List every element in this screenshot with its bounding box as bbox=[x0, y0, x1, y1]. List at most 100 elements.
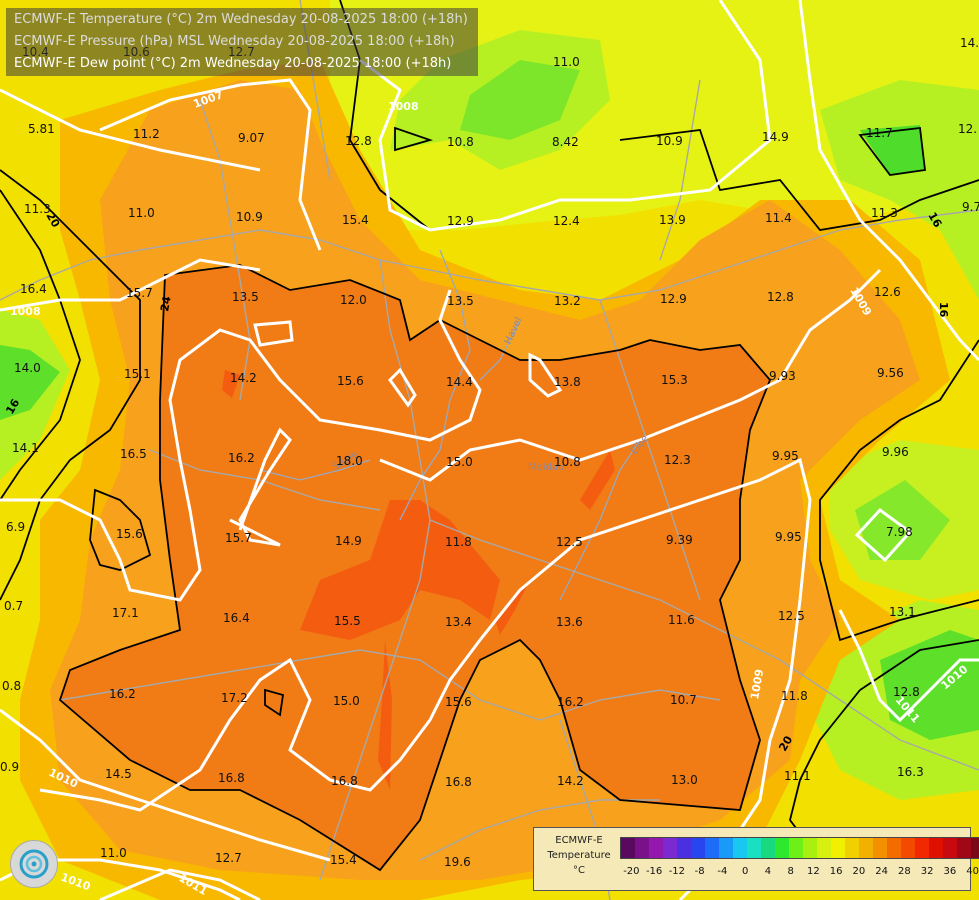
dew-point-value: 19.6 bbox=[444, 855, 471, 869]
legend-swatch bbox=[887, 838, 901, 858]
dew-point-value: 9.95 bbox=[772, 449, 799, 463]
dew-point-value: 16.2 bbox=[109, 687, 136, 701]
temp-zone-28-30-c bbox=[495, 580, 530, 635]
isobar-1008-b bbox=[0, 258, 261, 312]
dew-point-value: 12.8 bbox=[893, 685, 920, 699]
legend-swatch bbox=[859, 838, 873, 858]
legend-tick-label: -20 bbox=[623, 866, 640, 877]
isotherm-20-se bbox=[789, 639, 979, 861]
dew-point-value: 15.7 bbox=[225, 531, 252, 545]
dew-point-value: 13.4 bbox=[445, 615, 472, 629]
legend-swatch bbox=[649, 838, 663, 858]
legend-swatch bbox=[621, 838, 635, 858]
dew-point-value: 16.3 bbox=[897, 765, 924, 779]
dew-point-value: 7.98 bbox=[886, 525, 913, 539]
legend-tick-label: -4 bbox=[717, 866, 728, 877]
legend-title-line: Temperature bbox=[547, 850, 611, 861]
legend-swatch bbox=[691, 838, 705, 858]
legend-swatch bbox=[719, 838, 733, 858]
legend-swatch bbox=[789, 838, 803, 858]
dew-point-value: 11.0 bbox=[128, 206, 155, 220]
temp-zone-green-east-inner bbox=[855, 480, 950, 560]
legend-tick-label: 16 bbox=[829, 866, 843, 877]
dew-point-value: 15.6 bbox=[445, 695, 472, 709]
legend-tick-label: 0 bbox=[741, 866, 749, 877]
dew-point-value: 12.6 bbox=[874, 285, 901, 299]
legend-title-line: °C bbox=[573, 865, 585, 876]
isotherm-20-w bbox=[0, 169, 141, 601]
dew-point-value: 11.3 bbox=[24, 202, 51, 216]
legend-tick-label: 20 bbox=[852, 866, 866, 877]
temp-zone-green-north-inner bbox=[460, 60, 580, 140]
dew-point-value: 16.4 bbox=[20, 282, 47, 296]
legend-swatch bbox=[677, 838, 691, 858]
dew-point-value: 10.7 bbox=[670, 693, 697, 707]
dew-point-value: 0.9 bbox=[0, 760, 19, 774]
dew-point-value: 15.1 bbox=[124, 367, 151, 381]
legend-swatch bbox=[901, 838, 915, 858]
dew-point-value: 11.1 bbox=[784, 769, 811, 783]
legend-swatch bbox=[845, 838, 859, 858]
isobar-loop-c bbox=[253, 320, 294, 347]
legend-swatch bbox=[831, 838, 845, 858]
legend-swatch bbox=[873, 838, 887, 858]
dew-point-value: 9.95 bbox=[775, 530, 802, 544]
isobar-1011 bbox=[99, 868, 261, 900]
temp-zone-green-ne-inner bbox=[860, 125, 925, 175]
legend-swatch bbox=[761, 838, 775, 858]
dew-point-value: 14.1 bbox=[12, 441, 39, 455]
title-dewpoint: ECMWF-E Dew point (°C) 2m Wednesday 20-0… bbox=[14, 56, 452, 71]
dew-point-value: 13.5 bbox=[232, 290, 259, 304]
dew-point-value: 9.93 bbox=[769, 369, 796, 383]
dew-point-value: 15.7 bbox=[126, 286, 153, 300]
legend-tick-label: 36 bbox=[943, 866, 957, 877]
temp-zone-green-se-inner bbox=[880, 630, 979, 740]
legend-swatch bbox=[971, 838, 979, 858]
legend-tick-label: -12 bbox=[668, 866, 686, 877]
dew-point-value: 16.8 bbox=[331, 774, 358, 788]
dew-point-value: 14.1 bbox=[960, 36, 979, 50]
dew-point-value: 12.4 bbox=[553, 214, 580, 228]
dew-point-value: 14.9 bbox=[762, 130, 789, 144]
temp-zone-28-30 bbox=[300, 500, 500, 640]
dew-point-value: 9.07 bbox=[238, 131, 265, 145]
legend-tick-label: 4 bbox=[764, 866, 772, 877]
title-box: ECMWF-E Temperature (°C) 2m Wednesday 20… bbox=[6, 8, 478, 76]
dew-point-value: 16.2 bbox=[228, 451, 255, 465]
legend-tick-label: 8 bbox=[787, 866, 794, 877]
dew-point-value: 12.0 bbox=[340, 293, 367, 307]
temp-zone-28-30-e bbox=[222, 370, 240, 398]
dew-point-value: 8.42 bbox=[552, 135, 579, 149]
dew-point-value: 15.5 bbox=[334, 614, 361, 628]
dew-point-value: 17.1 bbox=[112, 606, 139, 620]
dew-point-value: 12.3 bbox=[664, 453, 691, 467]
dew-point-value: 11.2 bbox=[133, 127, 160, 141]
dew-point-value: 16.8 bbox=[218, 771, 245, 785]
dew-point-value: 16.8 bbox=[445, 775, 472, 789]
dew-point-value: 14.9 bbox=[335, 534, 362, 548]
dew-point-value: 15.4 bbox=[330, 853, 357, 867]
isotherm-16-w bbox=[0, 189, 81, 501]
legend-swatch bbox=[635, 838, 649, 858]
dew-point-value: 15.6 bbox=[116, 527, 143, 541]
dew-point-value: 16.4 bbox=[223, 611, 250, 625]
dew-point-value: 0.7 bbox=[4, 599, 23, 613]
dew-point-value: 12.7 bbox=[215, 851, 242, 865]
isobar-1007 bbox=[99, 78, 322, 251]
legend-swatch bbox=[915, 838, 929, 858]
legend-ticks: -20 -16 -12 -8 -4 0 4 8 12 16 20 24 28 32 36 40 bbox=[620, 866, 979, 880]
isobar-1008-a bbox=[0, 88, 261, 172]
dew-point-value: 11.0 bbox=[100, 846, 127, 860]
legend-tick-label: 40 bbox=[966, 866, 979, 877]
dew-point-values: 10.410.612.711.29.0712.810.88.4210.914.9… bbox=[0, 36, 979, 883]
dew-point-value: 11.8 bbox=[781, 689, 808, 703]
dew-point-value: 13.5 bbox=[447, 294, 474, 308]
legend-swatch bbox=[943, 838, 957, 858]
isotherms bbox=[0, 0, 979, 872]
temp-zone-28-30-b bbox=[580, 450, 615, 510]
dew-point-value: 10.8 bbox=[447, 135, 474, 149]
legend-tick-label: 32 bbox=[920, 866, 934, 877]
legend-swatch bbox=[705, 838, 719, 858]
isobar-1009-b bbox=[229, 427, 292, 547]
